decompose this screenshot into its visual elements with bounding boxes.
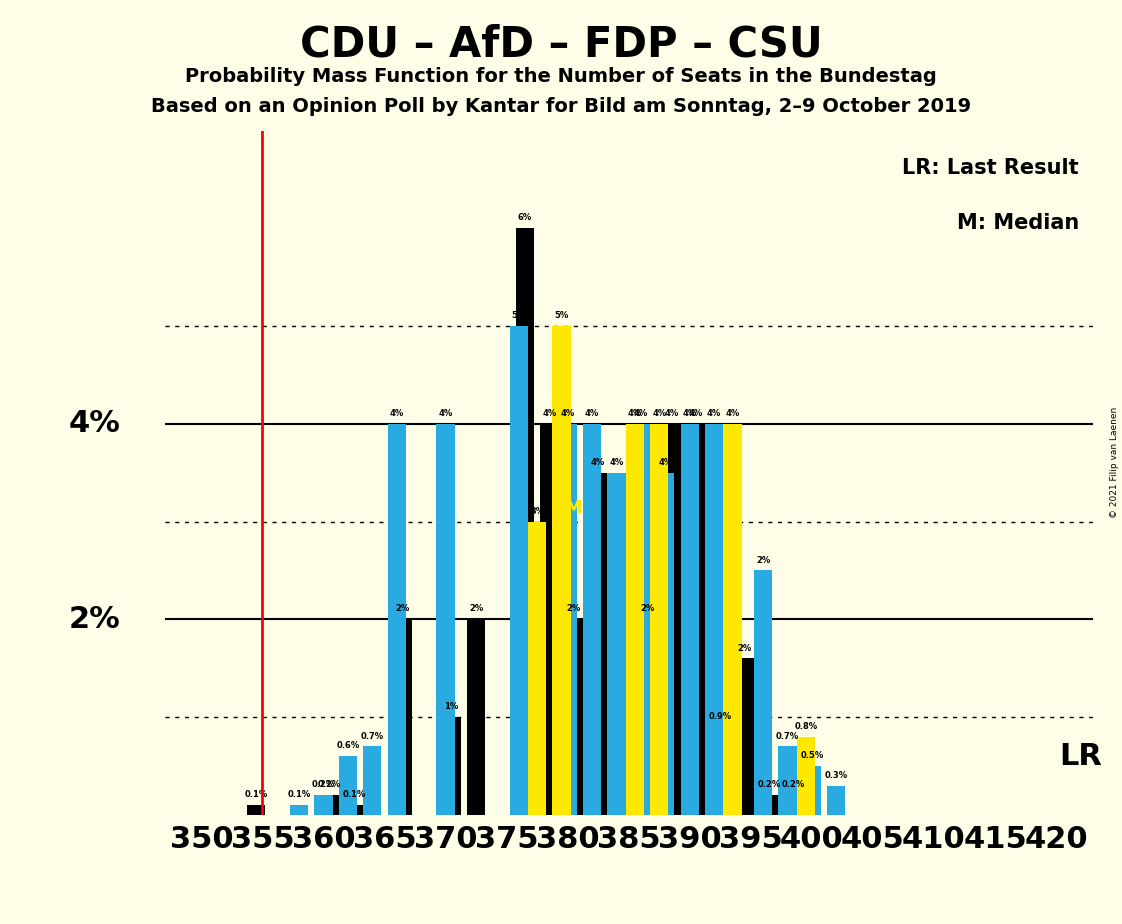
Text: 4%: 4%: [652, 409, 666, 418]
Bar: [314, 796, 332, 815]
Text: 4%: 4%: [389, 409, 404, 418]
Text: Based on an Opinion Poll by Kantar for Bild am Sonntag, 2–9 October 2019: Based on an Opinion Poll by Kantar for B…: [151, 97, 971, 116]
Text: 2%: 2%: [396, 604, 410, 614]
Text: 4%: 4%: [725, 409, 739, 418]
Bar: [467, 619, 485, 815]
Text: 4%: 4%: [682, 409, 697, 418]
Text: 4%: 4%: [439, 409, 452, 418]
Bar: [626, 424, 644, 815]
Text: 0.8%: 0.8%: [794, 722, 817, 731]
Text: 4%: 4%: [634, 409, 649, 418]
Text: 3%: 3%: [530, 506, 544, 516]
Bar: [528, 521, 546, 815]
Text: 4%: 4%: [591, 457, 605, 467]
Text: 0.7%: 0.7%: [776, 732, 799, 740]
Bar: [797, 736, 815, 815]
Text: 1%: 1%: [444, 702, 459, 711]
Text: 0.2%: 0.2%: [782, 781, 806, 789]
Bar: [247, 805, 266, 815]
Text: 2%: 2%: [567, 604, 581, 614]
Bar: [540, 424, 559, 815]
Text: 4%: 4%: [659, 457, 672, 467]
Text: LR: LR: [1059, 742, 1102, 772]
Text: 2%: 2%: [469, 604, 484, 614]
Text: 0.9%: 0.9%: [709, 712, 732, 721]
Text: 0.2%: 0.2%: [318, 781, 341, 789]
Bar: [662, 424, 681, 815]
Bar: [736, 659, 754, 815]
Bar: [583, 424, 601, 815]
Text: 0.7%: 0.7%: [361, 732, 384, 740]
Bar: [705, 424, 724, 815]
Text: 5%: 5%: [512, 311, 526, 320]
Bar: [321, 796, 339, 815]
Text: 0.6%: 0.6%: [337, 741, 359, 750]
Text: © 2021 Filip van Laenen: © 2021 Filip van Laenen: [1110, 407, 1119, 517]
Bar: [552, 326, 571, 815]
Text: 0.3%: 0.3%: [825, 771, 848, 780]
Text: 0.1%: 0.1%: [287, 790, 311, 799]
Bar: [687, 424, 705, 815]
Bar: [802, 766, 821, 815]
Bar: [589, 473, 607, 815]
Bar: [681, 424, 699, 815]
Text: 5%: 5%: [554, 311, 569, 320]
Bar: [344, 805, 364, 815]
Bar: [339, 756, 357, 815]
Bar: [436, 424, 454, 815]
Bar: [289, 805, 309, 815]
Text: 4%: 4%: [627, 409, 642, 418]
Text: 6%: 6%: [517, 213, 532, 223]
Text: 4%: 4%: [561, 409, 574, 418]
Text: 4%: 4%: [707, 409, 721, 418]
Text: 2%: 2%: [640, 604, 654, 614]
Text: M: Median: M: Median: [957, 213, 1078, 233]
Bar: [656, 473, 674, 815]
Text: Probability Mass Function for the Number of Seats in the Bundestag: Probability Mass Function for the Number…: [185, 67, 937, 86]
Bar: [650, 424, 669, 815]
Text: 0.1%: 0.1%: [342, 790, 366, 799]
Text: 4%: 4%: [609, 457, 624, 467]
Text: 2%: 2%: [756, 555, 770, 565]
Bar: [827, 785, 846, 815]
Text: 4%: 4%: [542, 409, 557, 418]
Text: 2%: 2%: [737, 643, 752, 652]
Bar: [779, 747, 797, 815]
Bar: [564, 619, 583, 815]
Text: 2%: 2%: [68, 605, 120, 634]
Bar: [711, 727, 729, 815]
Text: 4%: 4%: [68, 409, 120, 438]
Text: 0.2%: 0.2%: [312, 781, 335, 789]
Bar: [559, 424, 577, 815]
Text: 4%: 4%: [664, 409, 679, 418]
Bar: [784, 796, 802, 815]
Text: CDU – AfD – FDP – CSU: CDU – AfD – FDP – CSU: [300, 23, 822, 65]
Text: 4%: 4%: [585, 409, 599, 418]
Bar: [442, 717, 461, 815]
Bar: [516, 228, 534, 815]
Text: 0.1%: 0.1%: [245, 790, 268, 799]
Text: 0.2%: 0.2%: [757, 781, 781, 789]
Bar: [724, 424, 742, 815]
Bar: [364, 747, 381, 815]
Text: M: M: [564, 499, 582, 517]
Bar: [632, 424, 650, 815]
Text: 0.5%: 0.5%: [800, 751, 824, 760]
Text: LR: Last Result: LR: Last Result: [902, 158, 1078, 178]
Bar: [387, 424, 406, 815]
Bar: [509, 326, 528, 815]
Bar: [760, 796, 779, 815]
Bar: [754, 570, 772, 815]
Text: 4%: 4%: [689, 409, 703, 418]
Bar: [394, 619, 412, 815]
Bar: [607, 473, 626, 815]
Bar: [638, 619, 656, 815]
